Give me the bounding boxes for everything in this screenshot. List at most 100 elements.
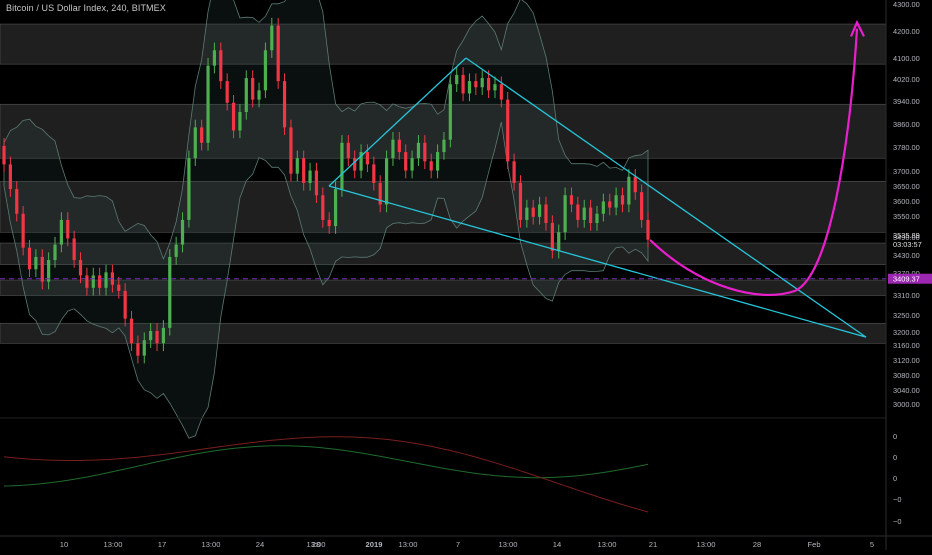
candle-body [333, 189, 338, 227]
arrow-head-icon [849, 19, 865, 37]
wedge-upper-left [328, 57, 467, 187]
oscillator-axis-label: 0 [893, 432, 897, 441]
price-axis-label: 4020.00 [893, 75, 920, 84]
candle-body [576, 204, 580, 220]
price-axis-label: 3650.00 [893, 182, 920, 191]
price-axis-label: 3370.00 [893, 269, 920, 278]
candle-body [308, 170, 312, 183]
oscillator-red-line [3, 436, 649, 513]
candle-body [499, 84, 503, 100]
time-axis-label: 7 [456, 540, 460, 549]
candle-body [321, 195, 325, 220]
candle-body [372, 164, 376, 183]
current-price-label: 3535.89 [893, 231, 920, 240]
candle-body [378, 182, 382, 205]
candle-body [257, 90, 261, 100]
candle-body [448, 84, 452, 140]
candle-body [582, 207, 586, 220]
time-axis-label: 28 [753, 540, 761, 549]
price-axis-label: 3000.00 [893, 400, 920, 409]
candle-body [410, 158, 414, 171]
candle-body [276, 25, 280, 82]
candle-body [206, 65, 210, 143]
candle-body [467, 81, 472, 94]
time-axis-label: 13:00 [201, 540, 220, 549]
price-axis-label: 3160.00 [893, 341, 920, 350]
candle-body [161, 327, 166, 344]
candle-body [174, 244, 178, 257]
wedge-lower-line [328, 185, 867, 338]
candle-body [627, 176, 631, 205]
candle-body [314, 170, 319, 196]
time-axis-label: 13:00 [103, 540, 122, 549]
candle-body [295, 158, 299, 174]
candle-body [608, 201, 612, 208]
time-axis-label: 13:00 [306, 540, 325, 549]
candle-body [563, 195, 567, 233]
candle-body [123, 290, 127, 319]
time-axis-label: 28 [312, 540, 320, 549]
candle-body [78, 260, 83, 276]
wedge-upper-line [465, 57, 867, 338]
candle-body [200, 127, 204, 143]
price-axis-label: 3310.00 [893, 291, 920, 300]
candle-body [506, 99, 510, 162]
candle-body [569, 195, 574, 205]
candle-body [59, 219, 63, 245]
projection-arrow [649, 28, 859, 297]
candle-body [384, 158, 389, 205]
candle-body [187, 158, 191, 220]
price-axis-label: 3120.00 [893, 356, 920, 365]
candle-body [544, 204, 548, 224]
candle-body [359, 152, 363, 171]
price-axis-label: 4300.00 [893, 0, 920, 9]
candle-body [15, 189, 19, 214]
candle-body [391, 139, 395, 159]
candle-body [66, 219, 70, 239]
price-axis-label: 3940.00 [893, 97, 920, 106]
candle-body [270, 25, 274, 51]
candle-body [238, 111, 242, 131]
price-axis-label: 3430.00 [893, 251, 920, 260]
candle-body [518, 182, 523, 220]
candle-body [40, 256, 44, 282]
candle-body [8, 164, 12, 190]
countdown-label: 03:03:57 [893, 240, 922, 249]
candle-body [397, 139, 401, 153]
price-axis-label: 3490.00 [893, 233, 920, 242]
candle-body [85, 275, 89, 288]
candle-body [646, 219, 650, 240]
price-axis-label: 3780.00 [893, 143, 920, 152]
price-axis-label: 4200.00 [893, 27, 920, 36]
oscillator-axis-label: 0 [893, 474, 897, 483]
candle-body [27, 247, 32, 270]
time-axis-label: 24 [256, 540, 264, 549]
time-axis-label: 13:00 [696, 540, 715, 549]
candle-body [493, 84, 497, 91]
candle-body [525, 207, 529, 220]
bollinger-bands [3, 0, 649, 439]
candle-body [244, 78, 248, 112]
candle-body [104, 272, 108, 288]
candle-body [486, 78, 491, 91]
candle-body [538, 204, 542, 217]
price-axis-label: 3080.00 [893, 371, 920, 380]
candle-body [404, 152, 408, 171]
candle-body [327, 219, 331, 227]
oscillator-green-line [3, 445, 649, 487]
candle-body [340, 142, 344, 190]
candle-body [193, 127, 197, 159]
time-axis-label: 14 [553, 540, 561, 549]
candle-body [34, 256, 38, 270]
time-axis-label: 21 [649, 540, 657, 549]
candle-body [557, 232, 561, 251]
time-axis-label: 17 [158, 540, 166, 549]
price-axis-label: 3700.00 [893, 167, 920, 176]
price-axis-label: 4100.00 [893, 54, 920, 63]
candle-body [302, 158, 306, 183]
candle-body [225, 81, 229, 103]
candle-body [589, 207, 593, 224]
candle-body [550, 223, 554, 251]
